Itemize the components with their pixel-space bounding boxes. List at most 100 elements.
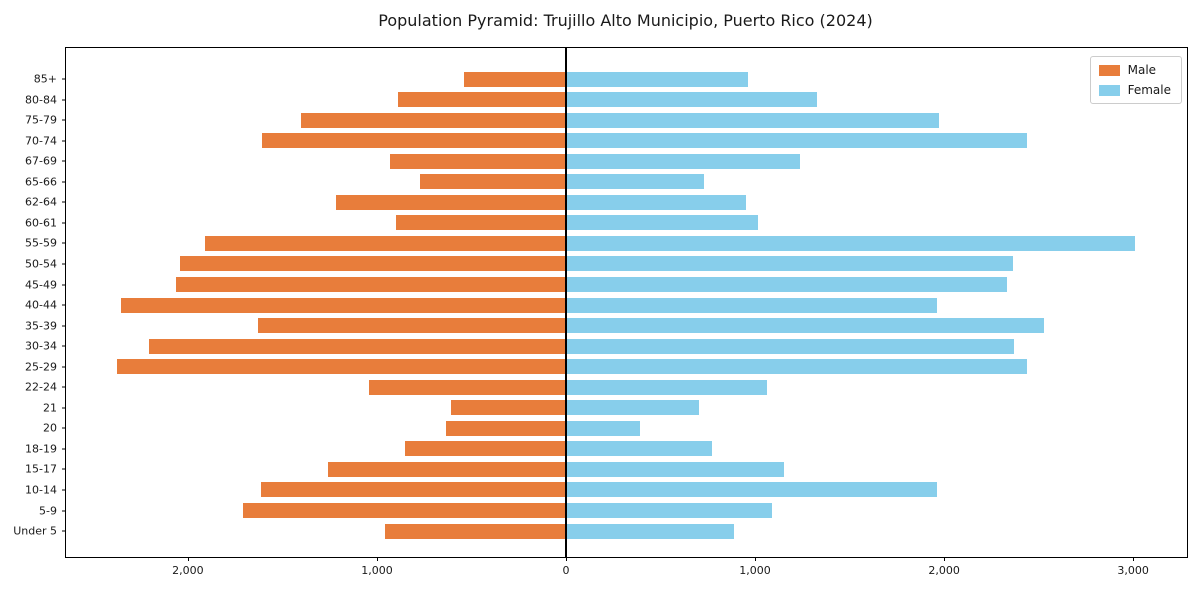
x-tick-label: 2,000 (172, 564, 204, 577)
bar-female (566, 256, 1014, 272)
bar-female (566, 153, 801, 169)
bar-male (450, 400, 566, 416)
bar-female (566, 461, 785, 477)
y-tick-mark (62, 386, 66, 388)
x-tick-mark (566, 557, 567, 561)
y-tick-mark (62, 304, 66, 306)
y-tick-label: 62-64 (25, 195, 57, 209)
y-tick-label: 45-49 (25, 278, 57, 291)
bar-male (301, 112, 567, 128)
y-tick-label: 60-61 (25, 216, 57, 230)
y-tick-mark (62, 78, 66, 80)
plot-area: Male Female 85+ 80-84 75-79 70-74 67-69 65-66… (13, 47, 1188, 577)
y-tick-mark (62, 284, 66, 285)
y-tick-label: 70-74 (25, 134, 57, 148)
y-tick-label: 67-69 (25, 154, 57, 168)
y-tick-mark (62, 201, 66, 203)
y-tick-mark (62, 510, 66, 511)
bar-male (261, 133, 567, 149)
y-tick-label: 18-19 (25, 442, 57, 456)
bar-male (180, 256, 566, 272)
y-tick-mark (62, 489, 66, 491)
y-tick-mark (62, 263, 66, 265)
x-tick-label: 1,000 (739, 564, 771, 577)
bar-male (384, 523, 566, 539)
x-tick-mark (1133, 557, 1135, 561)
y-tick-mark (62, 140, 66, 142)
chart-title: Population Pyramid: Trujillo Alto Munici… (378, 11, 873, 30)
x-tick-mark (944, 557, 946, 561)
bar-male (327, 461, 566, 477)
y-tick-label: 85+ (33, 72, 57, 86)
y-tick-label: 75-79 (25, 113, 57, 127)
bar-female (566, 215, 758, 231)
legend-item-female: Female (1098, 83, 1171, 97)
bar-female (566, 174, 704, 190)
y-tick-mark (62, 366, 66, 368)
legend-item-male: Male (1098, 63, 1171, 77)
bar-male (260, 482, 566, 498)
bar-male (117, 359, 566, 375)
y-tick-mark (62, 407, 66, 409)
x-tick-label: 0 (562, 564, 570, 577)
bar-male (242, 503, 567, 518)
y-tick-label: 30-34 (25, 339, 57, 353)
male-color-swatch (1098, 64, 1120, 76)
y-tick-label: 21 (43, 401, 57, 415)
bar-female (566, 235, 1135, 251)
bar-male (120, 297, 566, 313)
bar-male (397, 92, 566, 107)
bar-male (390, 153, 566, 169)
y-tick-mark (62, 345, 66, 347)
y-tick-label: 80-84 (25, 93, 57, 106)
legend: Male Female (1089, 56, 1182, 104)
x-tick-mark (377, 557, 378, 561)
bar-female (566, 359, 1028, 375)
y-tick-label: 10-14 (25, 483, 57, 497)
bar-male (336, 194, 566, 210)
bar-male (395, 215, 566, 231)
y-tick-label: 65-66 (25, 175, 57, 189)
y-tick-mark (62, 325, 66, 326)
y-tick-label: 22-24 (25, 380, 57, 394)
y-tick-label: Under 5 (13, 524, 57, 538)
y-tick-mark (62, 119, 66, 121)
bar-female (566, 482, 937, 498)
female-color-swatch (1098, 84, 1120, 96)
y-tick-label: 35-39 (25, 319, 57, 332)
x-tick-label: 1,000 (361, 564, 393, 577)
bar-female (566, 420, 640, 436)
bar-female (566, 503, 773, 518)
bar-male (446, 420, 566, 436)
bar-male (204, 235, 566, 251)
y-tick-label: 40-44 (25, 298, 57, 312)
y-tick-label: 15-17 (25, 462, 57, 476)
bar-female (566, 71, 749, 87)
y-tick-mark (62, 242, 66, 244)
bar-female (566, 400, 700, 416)
y-tick-mark (62, 99, 66, 100)
bar-male (257, 318, 566, 333)
y-tick-label: 50-54 (25, 257, 57, 271)
y-tick-label: 55-59 (25, 236, 57, 250)
bar-female (566, 277, 1007, 292)
legend-label-female: Female (1127, 83, 1171, 97)
bar-female (566, 133, 1028, 149)
bar-male (420, 174, 566, 190)
bar-male (149, 338, 566, 354)
bar-female (566, 441, 712, 457)
x-tick-mark (755, 557, 756, 561)
zero-axis-line (565, 48, 567, 557)
x-tick-label: 2,000 (928, 564, 960, 577)
y-tick-mark (62, 427, 66, 429)
y-tick-mark (62, 181, 66, 183)
y-tick-mark (62, 468, 66, 470)
legend-label-male: Male (1127, 63, 1157, 77)
bar-female (566, 338, 1014, 354)
bar-female (566, 92, 818, 107)
bar-female (566, 112, 940, 128)
y-tick-mark (62, 222, 66, 224)
y-tick-label: 5-9 (39, 504, 57, 517)
bar-male (175, 277, 566, 292)
